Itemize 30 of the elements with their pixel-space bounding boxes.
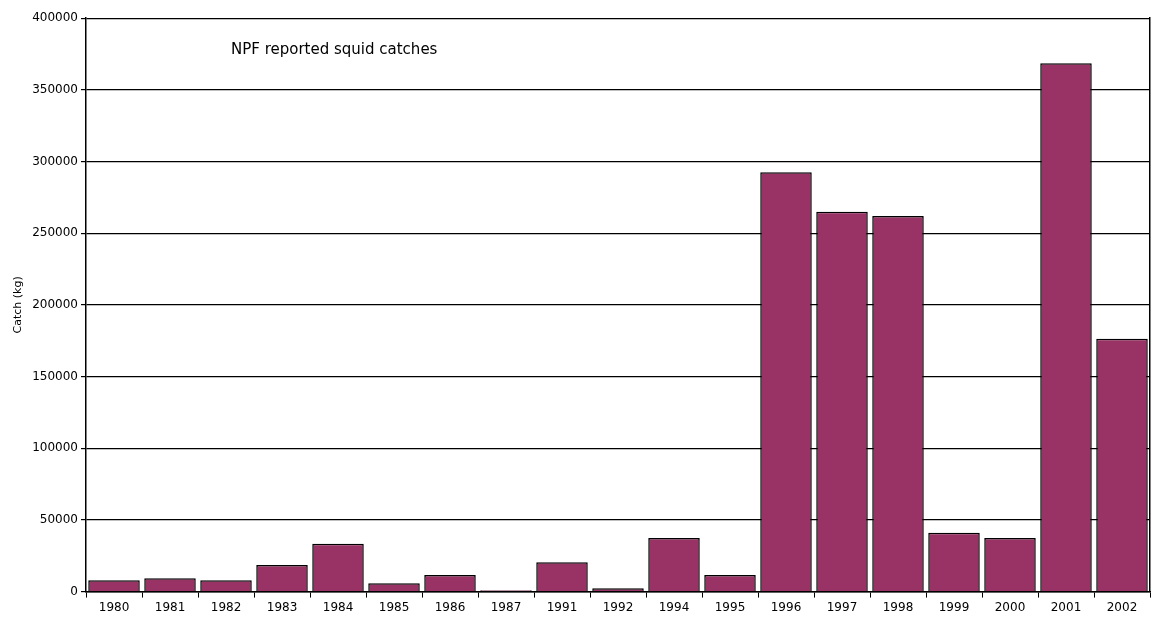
x-tick-label: 2001 bbox=[1050, 599, 1082, 614]
x-tick-label: 1980 bbox=[98, 599, 130, 614]
text: NPF reported squid catches bbox=[231, 40, 438, 59]
y-tick-label: 150000 bbox=[32, 368, 79, 383]
x-tick-label: 1985 bbox=[378, 599, 410, 614]
x-tick-label: 1997 bbox=[826, 599, 858, 614]
x-tick-label: 2000 bbox=[994, 599, 1026, 614]
x-tick-label: 1987 bbox=[490, 599, 522, 614]
x-tick-label: 1999 bbox=[938, 599, 970, 614]
x-tick-label: 1994 bbox=[658, 599, 690, 614]
x-tick-label: 1991 bbox=[546, 599, 578, 614]
x-tick-label: 1983 bbox=[266, 599, 298, 614]
x-tick-label: 1992 bbox=[602, 599, 634, 614]
y-tick-label: 250000 bbox=[32, 225, 79, 240]
x-tick-label: 1995 bbox=[714, 599, 746, 614]
x-tick-label: 1996 bbox=[770, 599, 802, 614]
y-tick-label: 200000 bbox=[32, 297, 79, 312]
y-axis-title: Catch (kg) bbox=[11, 276, 25, 334]
x-tick-label: 1998 bbox=[882, 599, 914, 614]
y-tick-label: 50000 bbox=[39, 512, 79, 527]
x-tick-label: 1984 bbox=[322, 599, 354, 614]
x-tick-label: 1986 bbox=[434, 599, 466, 614]
y-tick-label: 100000 bbox=[32, 440, 79, 455]
y-tick-label: 400000 bbox=[32, 10, 79, 25]
y-tick-label: 0 bbox=[70, 583, 79, 598]
y-tick-label: 300000 bbox=[32, 153, 79, 168]
y-tick-label: 350000 bbox=[32, 82, 79, 96]
x-tick-label: 1982 bbox=[210, 599, 242, 614]
x-tick-label: 1981 bbox=[154, 599, 186, 614]
x-tick-label: 2002 bbox=[1106, 599, 1138, 614]
